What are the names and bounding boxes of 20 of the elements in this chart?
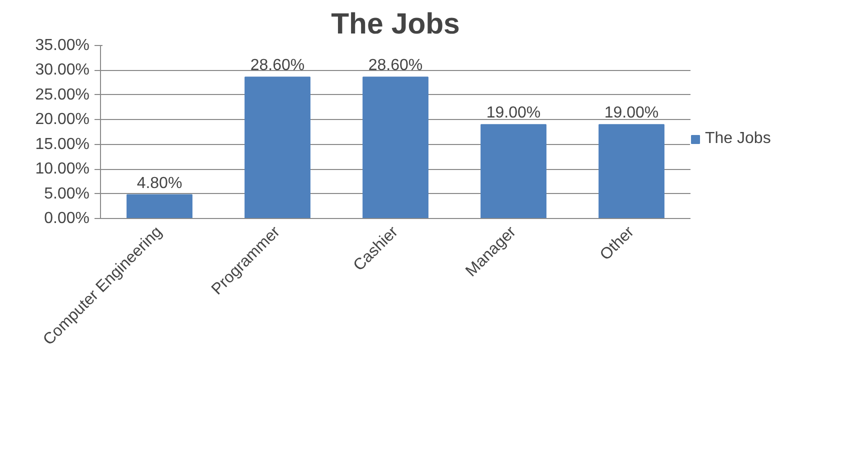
y-tick-label: 35.00% — [35, 37, 90, 54]
data-label: 28.60% — [250, 57, 305, 74]
data-label: 28.60% — [368, 57, 423, 74]
y-tick-label: 5.00% — [44, 185, 90, 202]
y-tick-label: 20.00% — [35, 111, 90, 128]
data-label: 19.00% — [604, 104, 659, 122]
y-tick-label: 25.00% — [35, 86, 90, 104]
bar — [126, 194, 192, 218]
bar — [480, 124, 546, 218]
data-label: 4.80% — [136, 174, 182, 192]
bar — [362, 76, 428, 218]
chart-title: The Jobs — [331, 8, 460, 40]
y-tick-label: 15.00% — [35, 136, 90, 153]
bar — [244, 76, 310, 218]
legend-label: The Jobs — [705, 130, 771, 148]
data-label: 19.00% — [486, 104, 541, 122]
y-tick-label: 10.00% — [35, 160, 90, 178]
y-tick-label: 30.00% — [35, 62, 90, 79]
y-tick-label: 0.00% — [44, 210, 90, 227]
bar — [598, 124, 664, 218]
